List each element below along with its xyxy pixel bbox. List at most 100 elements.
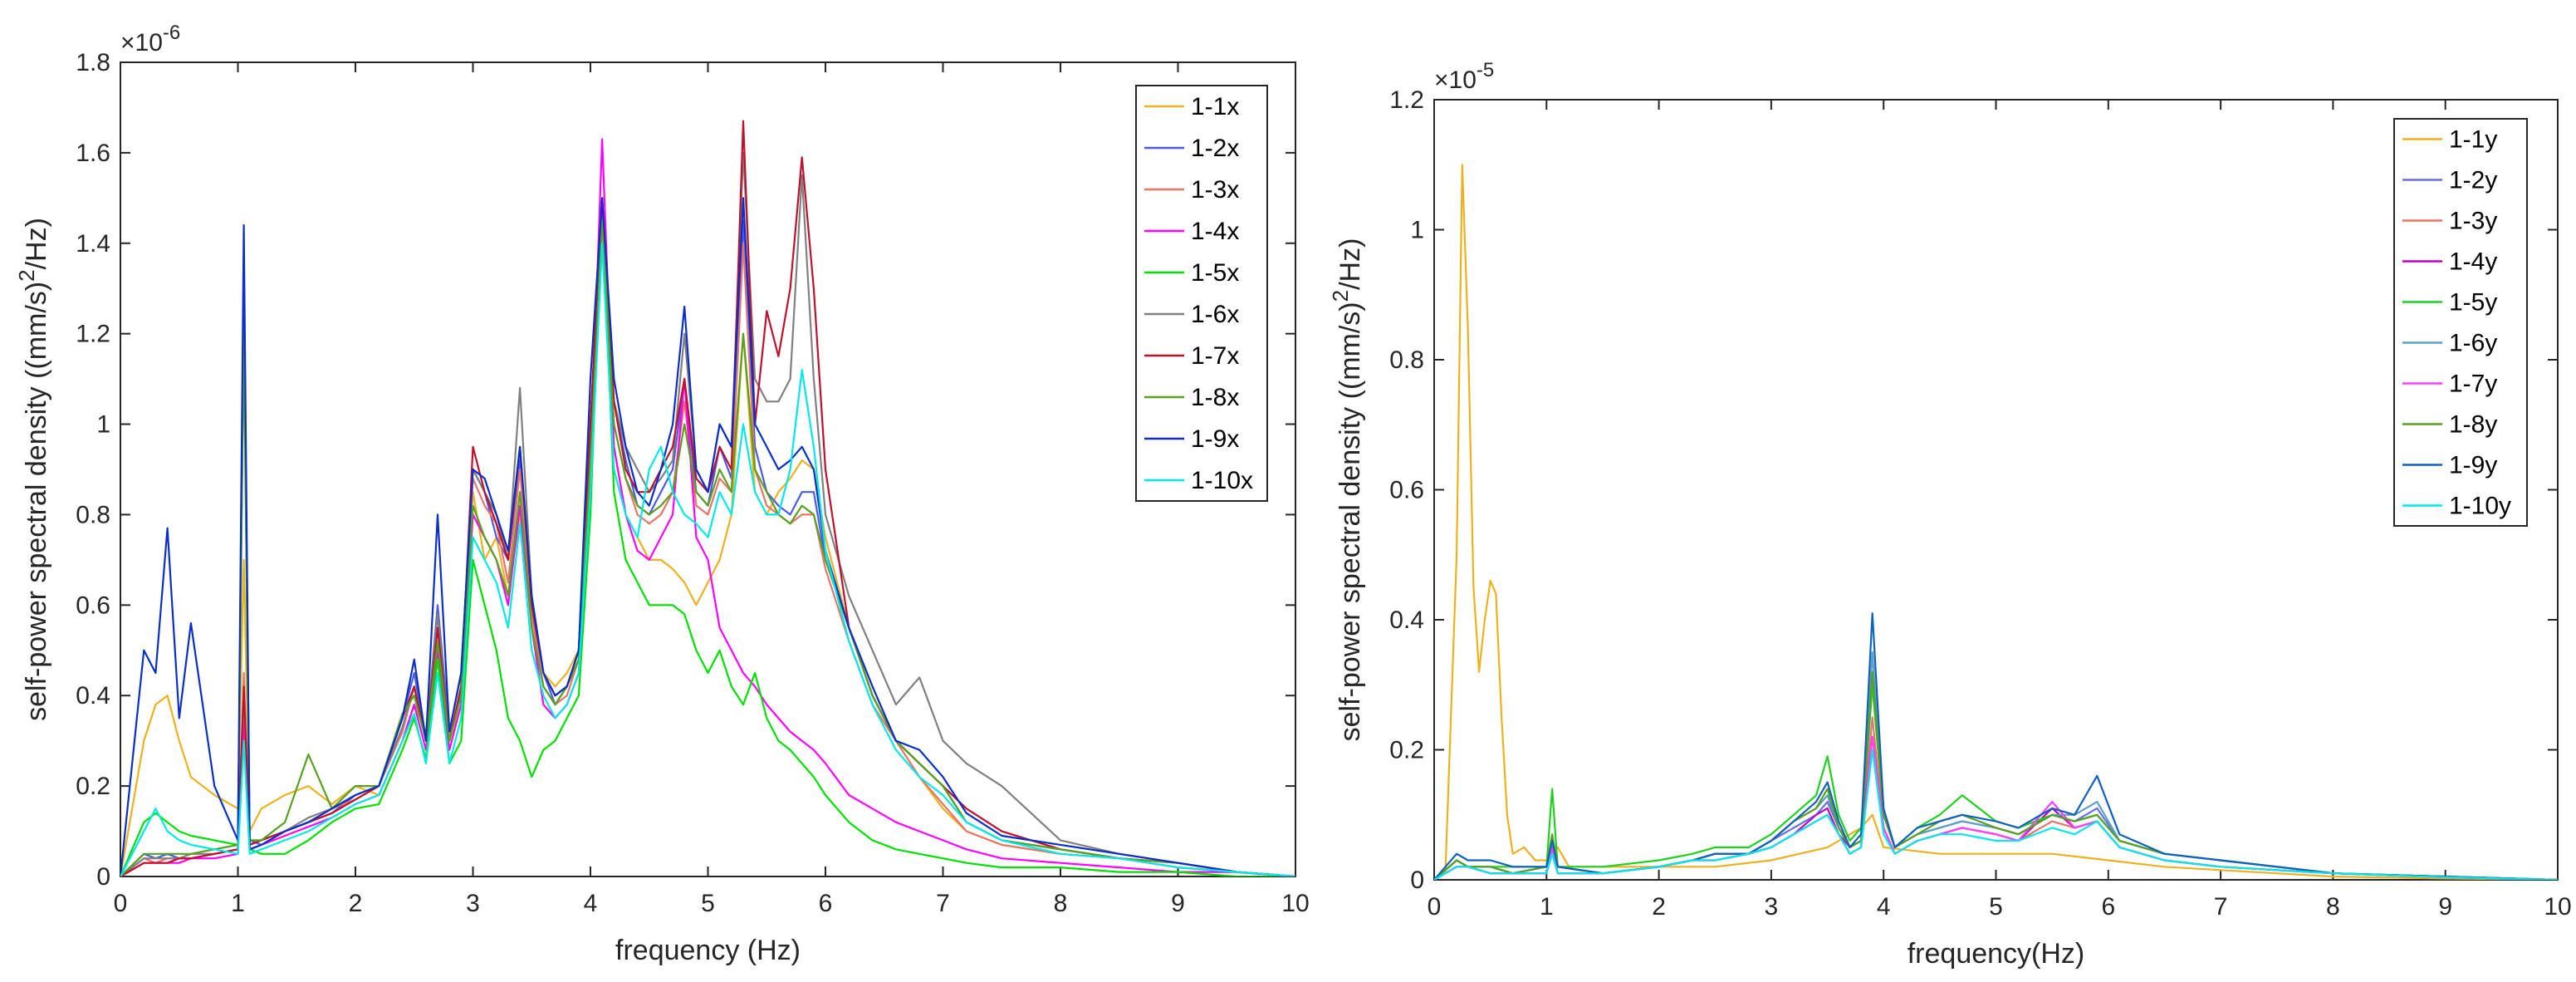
legend-label: 1-6y — [2449, 330, 2497, 357]
y-tick-label: 0.4 — [76, 682, 110, 709]
y-axis-label-main: self-power spectral density ((mm/s) — [21, 282, 52, 721]
y-axis-label-sup: 2 — [14, 269, 39, 281]
chart-left: 0 1 2 3 4 5 6 7 8 9 10 0 0.2 0.4 0.6 0.8 1 1.2 1.4 1.6 1.8 ×1… — [14, 22, 1310, 966]
plot-frame — [120, 61, 1296, 877]
y-tick-label: 0.4 — [1389, 606, 1424, 634]
x-tick-label: 5 — [1989, 893, 2003, 921]
legend-label: 1-4y — [2449, 248, 2497, 276]
exponent-label: ×10-5 — [1434, 59, 1494, 94]
legend-label: 1-7x — [1191, 342, 1239, 370]
series-line-1-5x — [120, 197, 1295, 876]
series-line-1-1y — [1434, 164, 2558, 880]
legend-label: 1-9x — [1191, 425, 1239, 453]
legend-label: 1-9y — [2449, 452, 2497, 479]
x-tick-label: 1 — [1540, 893, 1554, 921]
x-tick-label: 9 — [2438, 893, 2452, 921]
exponent-power: -6 — [163, 22, 180, 44]
x-tick-label: 6 — [819, 890, 833, 917]
legend-label: 1-7y — [2449, 371, 2497, 398]
series-line-1-10x — [120, 242, 1295, 876]
y-axis-label: self-power spectral density ((mm/s)2/Hz) — [14, 218, 52, 721]
x-tick-label: 10 — [2544, 893, 2571, 921]
x-tick-label: 5 — [701, 890, 715, 917]
exponent-label: ×10-6 — [120, 22, 180, 56]
x-tick-label: 8 — [2326, 893, 2340, 921]
legend-box — [2393, 118, 2528, 527]
y-tick-label: 1 — [96, 411, 110, 439]
y-tick-label: 0 — [1410, 867, 1424, 894]
series-line-1-7y — [1434, 735, 2558, 880]
x-tick-label: 6 — [2101, 893, 2115, 921]
series-line-1-4x — [120, 138, 1295, 876]
y-tick-label: 0.2 — [1389, 737, 1424, 764]
y-axis-label: self-power spectral density ((mm/s)2/Hz) — [1328, 238, 1366, 742]
legend-label: 1-5y — [2449, 289, 2497, 317]
series-line-1-10y — [1434, 749, 2558, 880]
series-line-1-6y — [1434, 651, 2558, 880]
series-line-1-5y — [1434, 684, 2558, 880]
y-tick-label: 1.6 — [76, 140, 110, 167]
x-tick-label: 2 — [1652, 893, 1666, 921]
x-tick-label: 7 — [2214, 893, 2228, 921]
legend: 1-1y 1-2y 1-3y 1-4y 1-5y 1-6y 1-7y 1-8y 1-9y 1-10… — [2393, 118, 2528, 527]
x-tick-label: 4 — [1877, 893, 1891, 921]
y-tick-label: 0 — [96, 863, 110, 891]
y-tick-label: 1.2 — [76, 321, 110, 348]
x-tick-label: 8 — [1054, 890, 1068, 917]
y-tick-label: 1.2 — [1389, 86, 1424, 114]
x-tick-label: 2 — [349, 890, 363, 917]
exponent-base: ×10 — [1434, 66, 1477, 94]
y-tick-label: 1.8 — [76, 49, 110, 76]
legend-label: 1-1y — [2449, 126, 2497, 154]
series-line-1-8y — [1434, 670, 2558, 880]
x-axis-label: frequency(Hz) — [1908, 938, 2085, 970]
y-tick-label: 0.2 — [76, 773, 110, 800]
series-line-1-9y — [1434, 612, 2558, 880]
y-tick-label: 1 — [1410, 217, 1424, 244]
series-line-1-7x — [120, 120, 1295, 876]
legend-label: 1-1x — [1191, 93, 1239, 120]
legend-label: 1-10y — [2449, 493, 2511, 520]
x-tick-label: 4 — [584, 890, 598, 917]
y-axis-label-tail: /Hz) — [1335, 238, 1366, 290]
y-tick-label: 0.6 — [1389, 477, 1424, 504]
series-group — [1434, 164, 2558, 880]
legend-label: 1-2x — [1191, 135, 1239, 162]
x-tick-label: 3 — [466, 890, 480, 917]
legend-label: 1-10x — [1191, 467, 1253, 494]
y-axis-label-main: self-power spectral density ((mm/s) — [1335, 302, 1366, 741]
y-axis-label-tail: /Hz) — [21, 218, 52, 269]
legend-label: 1-5x — [1191, 259, 1239, 287]
chart-right: 0 1 2 3 4 5 6 7 8 9 10 0 0.2 0.4 0.6 0.8 1 1.2 ×10-5 freque… — [1328, 59, 2572, 970]
y-tick-label: 1.4 — [76, 230, 110, 258]
x-tick-label: 7 — [936, 890, 950, 917]
series-group — [120, 120, 1295, 876]
y-tick-label: 0.8 — [1389, 346, 1424, 374]
y-tick-label: 0.8 — [76, 501, 110, 528]
x-axis-label: frequency (Hz) — [615, 935, 801, 966]
x-tick-label: 0 — [114, 890, 128, 917]
exponent-power: -5 — [1477, 59, 1494, 81]
legend-label: 1-6x — [1191, 301, 1239, 328]
series-line-1-9x — [120, 197, 1295, 876]
exponent-base: ×10 — [120, 29, 163, 56]
legend-label: 1-8x — [1191, 384, 1239, 411]
x-tick-label: 10 — [1281, 890, 1309, 917]
series-line-1-8x — [120, 219, 1295, 876]
legend: 1-1x 1-2x 1-3x 1-4x 1-5x 1-6x 1-7x 1-8x 1-9x 1-10… — [1135, 85, 1268, 502]
legend-label: 1-4x — [1191, 218, 1239, 245]
legend-label: 1-2y — [2449, 167, 2497, 194]
plot-frame — [1433, 99, 2559, 881]
legend-label: 1-8y — [2449, 411, 2497, 439]
y-tick-label: 0.6 — [76, 592, 110, 619]
x-tick-label: 3 — [1765, 893, 1779, 921]
series-line-1-4y — [1434, 735, 2558, 880]
x-tick-label: 9 — [1171, 890, 1185, 917]
legend-label: 1-3y — [2449, 208, 2497, 235]
legend-box — [1135, 85, 1268, 502]
series-line-1-3x — [120, 219, 1295, 876]
x-tick-label: 0 — [1428, 893, 1442, 921]
y-axis-label-sup: 2 — [1328, 290, 1353, 302]
series-line-1-2y — [1434, 684, 2558, 880]
